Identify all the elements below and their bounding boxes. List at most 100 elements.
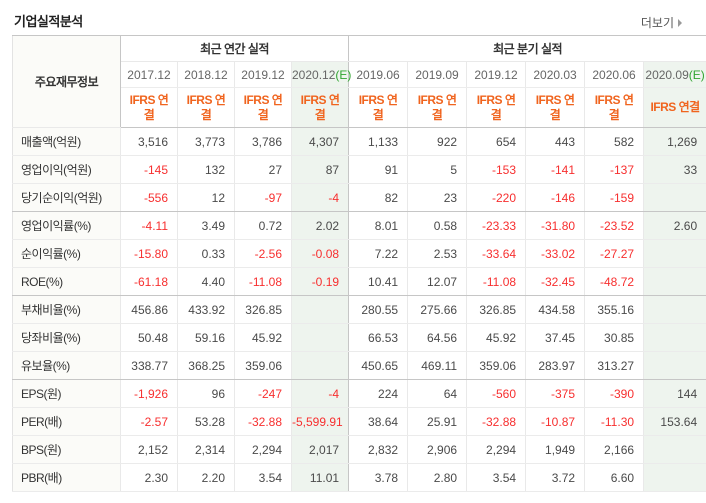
value-cell xyxy=(643,435,706,464)
value-cell xyxy=(290,323,349,352)
value-cell: -61.18 xyxy=(120,267,178,296)
value-cell: -146 xyxy=(525,183,585,212)
value-cell: 7.22 xyxy=(348,239,408,268)
value-cell: -375 xyxy=(525,379,585,408)
value-cell: -1,926 xyxy=(120,379,178,408)
value-cell: 5 xyxy=(407,155,467,184)
value-cell: 3.54 xyxy=(234,463,292,492)
value-cell: 59.16 xyxy=(177,323,235,352)
value-cell: 2.60 xyxy=(643,211,706,240)
value-cell: -4 xyxy=(290,183,349,212)
value-cell: 922 xyxy=(407,127,467,156)
row-label: 당좌비율(%) xyxy=(12,323,121,352)
value-cell: 11.01 xyxy=(290,463,349,492)
value-cell: 64 xyxy=(407,379,467,408)
page-title: 기업실적분석 xyxy=(14,14,83,29)
period-label: 2020.06 xyxy=(592,67,636,82)
value-cell: 2,152 xyxy=(120,435,178,464)
value-cell xyxy=(643,183,706,212)
value-cell: -556 xyxy=(120,183,178,212)
value-cell: 37.45 xyxy=(525,323,585,352)
row-label: 유보율(%) xyxy=(12,351,121,380)
value-cell: -159 xyxy=(584,183,644,212)
ifrs-header-row: IFRS 연결 IFRS 연결 IFRS 연결 IFRS 연결 IFRS 연결 IFRS … xyxy=(13,87,706,128)
value-cell: 582 xyxy=(584,127,644,156)
ifrs-standard-header: IFRS 연결 xyxy=(584,87,644,128)
value-cell: -33.64 xyxy=(466,239,526,268)
chevron-right-icon xyxy=(678,18,682,27)
row-label: 매출액(억원) xyxy=(12,127,121,156)
value-cell xyxy=(643,267,706,296)
value-cell: 2.53 xyxy=(407,239,467,268)
table-row: 당기순이익(억원) -556 12 -97 -4 82 23 -220 -146 -159 xyxy=(12,183,706,212)
value-cell: -11.08 xyxy=(234,267,292,296)
value-cell xyxy=(290,351,349,380)
table-row: 매출액(억원) 3,516 3,773 3,786 4,307 1,133 922 654 44… xyxy=(12,127,706,156)
period-label: 2019.12 xyxy=(241,67,285,82)
value-cell: -0.19 xyxy=(290,267,349,296)
table-row: 당좌비율(%) 50.48 59.16 45.92 66.53 64.56 45.92 37.… xyxy=(12,323,706,352)
value-cell: 132 xyxy=(177,155,235,184)
value-cell: 3,773 xyxy=(177,127,235,156)
value-cell: 359.06 xyxy=(234,351,292,380)
value-cell: -560 xyxy=(466,379,526,408)
value-cell: 10.41 xyxy=(348,267,408,296)
column-header-annual-2017.12: 2017.12 xyxy=(120,61,178,88)
value-cell: -2.57 xyxy=(120,407,178,436)
period-label: 2020.12 xyxy=(292,67,336,82)
value-cell: 33 xyxy=(643,155,706,184)
value-cell: 0.72 xyxy=(234,211,292,240)
value-cell: 355.16 xyxy=(584,295,644,324)
value-cell: 30.85 xyxy=(584,323,644,352)
ifrs-standard-header: IFRS 연결 xyxy=(643,87,706,128)
column-header-quarterly-2019.09: 2019.09 xyxy=(407,61,467,88)
column-header-quarterly-2020.09: 2020.09(E) xyxy=(643,61,706,88)
table-row: ROE(%) -61.18 4.40 -11.08 -0.19 10.41 12.07 -11… xyxy=(12,267,706,296)
value-cell: -23.52 xyxy=(584,211,644,240)
annual-group-header: 최근 연간 실적 xyxy=(119,35,349,62)
table-row: 부채비율(%) 456.86 433.92 326.85 280.55 275.66 326… xyxy=(12,295,706,324)
value-cell: 91 xyxy=(348,155,408,184)
value-cell: 45.92 xyxy=(466,323,526,352)
column-header-annual-2020.12: 2020.12(E) xyxy=(290,61,351,88)
value-cell: 368.25 xyxy=(177,351,235,380)
value-cell: -33.02 xyxy=(525,239,585,268)
value-cell: 2,832 xyxy=(348,435,408,464)
value-cell: 8.01 xyxy=(348,211,408,240)
value-cell: 2,314 xyxy=(177,435,235,464)
value-cell: 3.72 xyxy=(525,463,585,492)
column-header-annual-2019.12: 2019.12 xyxy=(234,61,292,88)
value-cell: 433.92 xyxy=(177,295,235,324)
value-cell: 6.60 xyxy=(584,463,644,492)
value-cell: -220 xyxy=(466,183,526,212)
more-link[interactable]: 더보기 xyxy=(641,14,682,31)
value-cell: -11.08 xyxy=(466,267,526,296)
value-cell: -0.08 xyxy=(290,239,349,268)
ifrs-standard-header: IFRS 연결 xyxy=(177,87,235,128)
value-cell: 153.64 xyxy=(643,407,706,436)
value-cell: -137 xyxy=(584,155,644,184)
value-cell: 144 xyxy=(643,379,706,408)
value-cell: -10.87 xyxy=(525,407,585,436)
quarterly-group-header: 최근 분기 실적 xyxy=(348,35,706,62)
value-cell: 275.66 xyxy=(407,295,467,324)
table-row: PBR(배) 2.30 2.20 3.54 11.01 3.78 2.80 3.54 3.72 6… xyxy=(12,463,706,492)
value-cell: 96 xyxy=(177,379,235,408)
table-row: BPS(원) 2,152 2,314 2,294 2,017 2,832 2,906 2,29… xyxy=(12,435,706,464)
value-cell: 3.54 xyxy=(466,463,526,492)
value-cell: -32.88 xyxy=(466,407,526,436)
value-cell: 2,906 xyxy=(407,435,467,464)
value-cell: 2,017 xyxy=(290,435,349,464)
value-cell: -4 xyxy=(290,379,349,408)
value-cell: 2,294 xyxy=(234,435,292,464)
period-header-row: 2017.12 2018.12 2019.12 2020.12(E) 2019.06 20… xyxy=(13,61,706,88)
row-label: 부채비율(%) xyxy=(12,295,121,324)
value-cell: -31.80 xyxy=(525,211,585,240)
column-header-quarterly-2020.06: 2020.06 xyxy=(584,61,644,88)
ifrs-standard-header: IFRS 연결 xyxy=(120,87,178,128)
value-cell: -48.72 xyxy=(584,267,644,296)
value-cell: 359.06 xyxy=(466,351,526,380)
value-cell: 50.48 xyxy=(120,323,178,352)
value-cell: 283.97 xyxy=(525,351,585,380)
value-cell: 53.28 xyxy=(177,407,235,436)
